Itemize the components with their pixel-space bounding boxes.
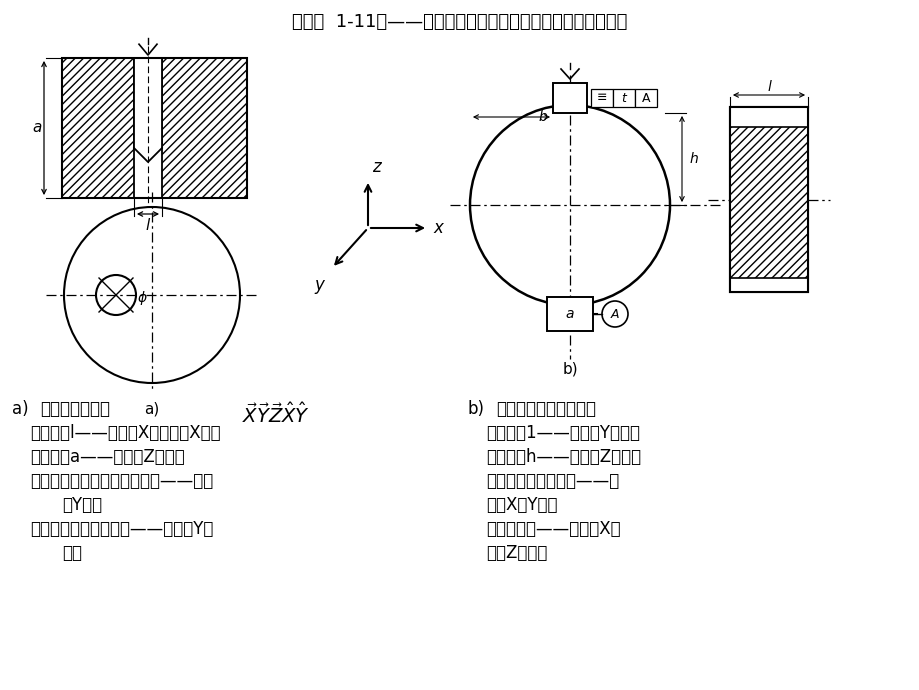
Text: b): b) (468, 400, 484, 418)
Text: 保证对称度——限制沿X移: 保证对称度——限制沿X移 (485, 520, 620, 538)
Bar (729, 107, 807, 292)
Polygon shape (134, 148, 162, 162)
Text: 沿Y移动: 沿Y移动 (62, 496, 102, 514)
Text: z: z (371, 158, 380, 176)
Bar (590, 89, 612, 107)
Bar (729, 278, 807, 292)
Text: ϕ: ϕ (138, 291, 147, 305)
Text: a): a) (144, 401, 160, 416)
Text: ≡: ≡ (596, 92, 607, 104)
Text: A: A (641, 92, 650, 104)
Bar (62, 58, 246, 198)
Text: 保证尺寸h——限制沿Z移动；: 保证尺寸h——限制沿Z移动； (485, 448, 641, 466)
Text: 保证槽底与轴线平行——限: 保证槽底与轴线平行——限 (485, 472, 618, 490)
Text: x: x (433, 219, 442, 237)
Text: A: A (610, 308, 618, 320)
Bar (62, 58, 134, 198)
Text: 保证尺寸a——限制沿Z移动；: 保证尺寸a——限制沿Z移动； (30, 448, 185, 466)
Text: 制绕X，Y转动: 制绕X，Y转动 (485, 496, 557, 514)
Text: l: l (766, 80, 770, 94)
Bar (552, 83, 586, 113)
Text: b): b) (562, 361, 577, 376)
Bar (729, 107, 807, 127)
Bar (729, 127, 807, 278)
Bar (547, 297, 593, 331)
Bar (162, 58, 246, 198)
Text: 动。: 动。 (62, 544, 82, 562)
Text: a: a (32, 121, 41, 135)
Text: l: l (146, 217, 150, 233)
Text: t: t (621, 92, 626, 104)
Text: 保证孔轴线通过外圆轴线平面——限制: 保证孔轴线通过外圆轴线平面——限制 (30, 472, 213, 490)
Text: a: a (565, 307, 573, 321)
Text: h: h (689, 152, 698, 166)
Text: 保证尺寸1——限制沿Y移动；: 保证尺寸1——限制沿Y移动； (485, 424, 640, 442)
Text: 保证尺寸l——限制沿X移动；绕X转动: 保证尺寸l——限制沿X移动；绕X转动 (30, 424, 221, 442)
Bar (634, 89, 656, 107)
Text: a): a) (12, 400, 28, 418)
Bar (729, 107, 807, 292)
Text: 动和Z转动；: 动和Z转动； (485, 544, 547, 562)
Bar (134, 58, 162, 148)
Text: 六个自由度都必须限制: 六个自由度都必须限制 (495, 400, 596, 418)
Text: 保证孔轴线与底面垂直——限制绕Y转: 保证孔轴线与底面垂直——限制绕Y转 (30, 520, 213, 538)
Text: b: b (538, 110, 547, 124)
Text: $\vec{X}\vec{Y}\vec{Z}\hat{X}\hat{Y}$: $\vec{X}\vec{Y}\vec{Z}\hat{X}\hat{Y}$ (242, 402, 310, 427)
Text: 第一章  1-11题——确定加工图示待加工表面应限制的自由度数: 第一章 1-11题——确定加工图示待加工表面应限制的自由度数 (292, 13, 627, 31)
Text: y: y (313, 276, 323, 294)
Text: 限制五个自由度: 限制五个自由度 (40, 400, 110, 418)
Bar (612, 89, 634, 107)
